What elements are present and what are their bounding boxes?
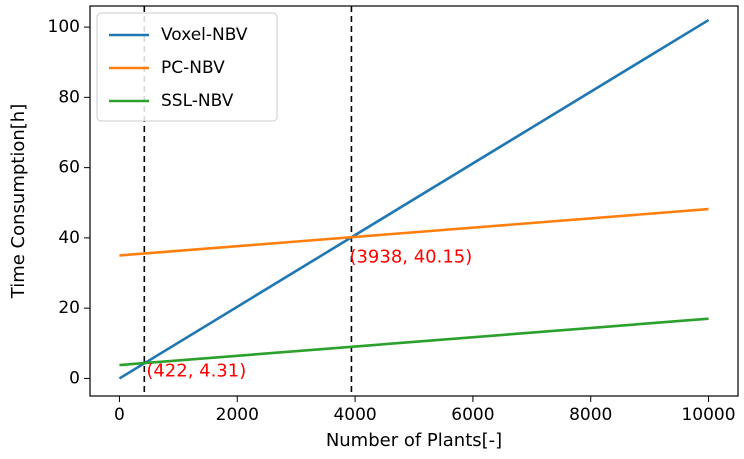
y-tick-label: 80	[58, 87, 80, 107]
annotation-label-2: (3938, 40.15)	[349, 246, 472, 267]
series-line-voxel-nbv	[118, 18, 710, 380]
legend-label-voxel-nbv: Voxel-NBV	[161, 25, 248, 45]
annotations: (422, 4.31) (3938, 40.15)	[146, 246, 472, 381]
series-line-ssl-nbv	[119, 317, 709, 367]
y-tick-label: 60	[58, 158, 80, 178]
y-tick-label: 20	[58, 298, 80, 318]
series-line-pc-nbv	[119, 207, 709, 257]
x-tick-label: 0	[114, 405, 125, 425]
legend-label-ssl-nbv: SSL-NBV	[161, 91, 234, 111]
annotation-label-1: (422, 4.31)	[146, 360, 246, 381]
x-tick-label: 8000	[569, 405, 612, 425]
y-tick-label: 0	[69, 368, 80, 388]
y-tick-label: 100	[48, 17, 80, 37]
y-axis-label: Time Consumption[h]	[8, 104, 29, 299]
axis-ticks: 0 2000 4000 6000 8000 10000 0 20 40 60 80 100	[48, 17, 736, 425]
legend-box	[96, 12, 278, 122]
x-tick-label: 4000	[333, 405, 376, 425]
legend-label-pc-nbv: PC-NBV	[161, 58, 225, 78]
x-tick-label: 10000	[681, 405, 735, 425]
x-tick-label: 2000	[216, 405, 259, 425]
series-lines	[118, 18, 710, 380]
x-axis-label: Number of Plants[-]	[326, 430, 502, 451]
legend: Voxel-NBV PC-NBV SSL-NBV	[96, 12, 278, 122]
y-tick-label: 40	[58, 228, 80, 248]
x-tick-label: 6000	[451, 405, 494, 425]
plot-frame	[89, 5, 739, 397]
